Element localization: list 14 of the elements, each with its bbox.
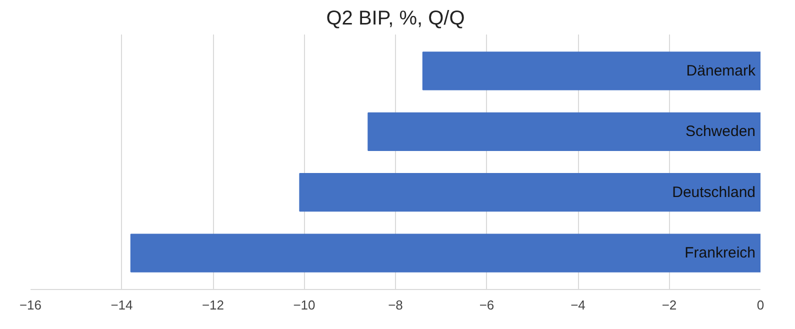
y-tick-label: Schweden xyxy=(685,123,756,140)
y-tick-label: Dänemark xyxy=(686,62,756,80)
x-tick-label: −2 xyxy=(662,298,677,312)
chart-title: Q2 BIP, %, Q/Q xyxy=(326,8,465,30)
x-tick-label: −14 xyxy=(110,298,133,312)
y-tick-label: Deutschland xyxy=(672,184,756,201)
x-tick-label: −8 xyxy=(388,298,403,312)
x-tick-label: −12 xyxy=(202,298,224,312)
x-tick-label: −4 xyxy=(570,298,586,312)
x-tick-label: 0 xyxy=(756,298,764,312)
x-tick-label: −16 xyxy=(19,298,42,312)
y-tick-label: Frankreich xyxy=(684,244,756,262)
x-tick-label: −6 xyxy=(479,298,494,312)
x-tick-label: −10 xyxy=(293,298,316,312)
